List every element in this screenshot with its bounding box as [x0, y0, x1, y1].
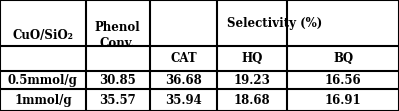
Text: Phenol
Conv.: Phenol Conv.	[95, 21, 140, 50]
Text: 16.56: 16.56	[325, 74, 361, 87]
Text: Selectivity (%): Selectivity (%)	[227, 17, 322, 30]
Text: 1mmol/g: 1mmol/g	[14, 94, 72, 107]
Text: BQ: BQ	[333, 52, 353, 65]
Text: 35.94: 35.94	[165, 94, 202, 107]
Text: 36.68: 36.68	[165, 74, 202, 87]
Text: 0.5mmol/g: 0.5mmol/g	[8, 74, 78, 87]
Text: CuO/SiO₂: CuO/SiO₂	[12, 29, 73, 42]
Text: CAT: CAT	[170, 52, 197, 65]
Text: HQ: HQ	[242, 52, 263, 65]
Text: 18.68: 18.68	[234, 94, 271, 107]
Text: 16.91: 16.91	[325, 94, 361, 107]
Text: 19.23: 19.23	[234, 74, 271, 87]
Text: 35.57: 35.57	[99, 94, 136, 107]
Text: 30.85: 30.85	[99, 74, 136, 87]
